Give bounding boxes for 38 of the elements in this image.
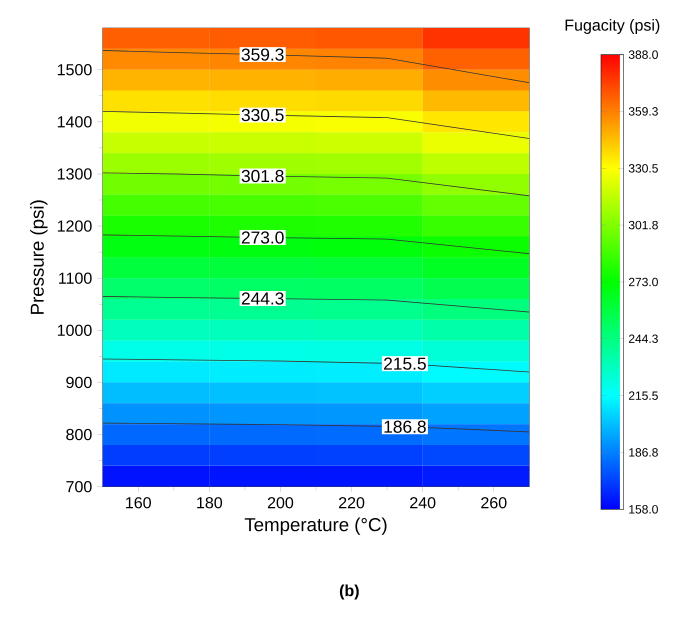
line-series [102, 50, 530, 84]
y-tick-label: 1400 [58, 116, 92, 128]
line-series [102, 358, 530, 373]
color-bar-label: 359.3 [628, 107, 658, 116]
y-tick-label: 1200 [58, 220, 92, 232]
series-label: 330.5 [242, 109, 284, 122]
color-bar-label: 158.0 [629, 505, 658, 514]
color-bar-title: Fugacity (psi) [566, 19, 660, 34]
x-axis-title: Temperature (°C) [244, 518, 386, 536]
y-tick-label: 1100 [59, 272, 92, 284]
series-label: 359.3 [242, 48, 284, 61]
text: (b) [340, 584, 359, 600]
series-label: 186.8 [384, 420, 426, 434]
y-tick-label: 1300 [58, 168, 92, 180]
series-label: 244.3 [242, 292, 284, 305]
line-series [102, 422, 530, 433]
y-axis-title: Pressure (psi) [30, 200, 48, 314]
color-bar-label: 273.0 [628, 278, 658, 286]
y-tick-label: 700 [66, 481, 92, 492]
y-tick-label: 1000 [58, 324, 92, 336]
color-bar-label: 388.0 [628, 50, 658, 60]
x-tick-label: 240 [410, 497, 436, 509]
x-tick-label: 180 [197, 497, 222, 509]
color-bar-label: 244.3 [628, 334, 658, 344]
color-bar-label: 186.8 [629, 448, 658, 457]
x-tick-label: 200 [268, 497, 294, 509]
series-label: 215.5 [384, 358, 426, 370]
series-label: 301.8 [242, 170, 284, 182]
x-tick-label: 160 [126, 497, 151, 509]
x-tick-label: 260 [481, 497, 507, 509]
color-bar-label: 215.5 [628, 392, 658, 400]
y-tick-label: 1500 [58, 64, 92, 76]
series-label: 273.0 [242, 232, 284, 244]
x-tick-label: 220 [339, 497, 364, 509]
color-bar-label: 301.8 [628, 220, 658, 230]
y-tick-label: 800 [66, 429, 92, 440]
y-tick-label: 900 [66, 376, 92, 388]
color-bar-label: 330.5 [628, 164, 658, 173]
